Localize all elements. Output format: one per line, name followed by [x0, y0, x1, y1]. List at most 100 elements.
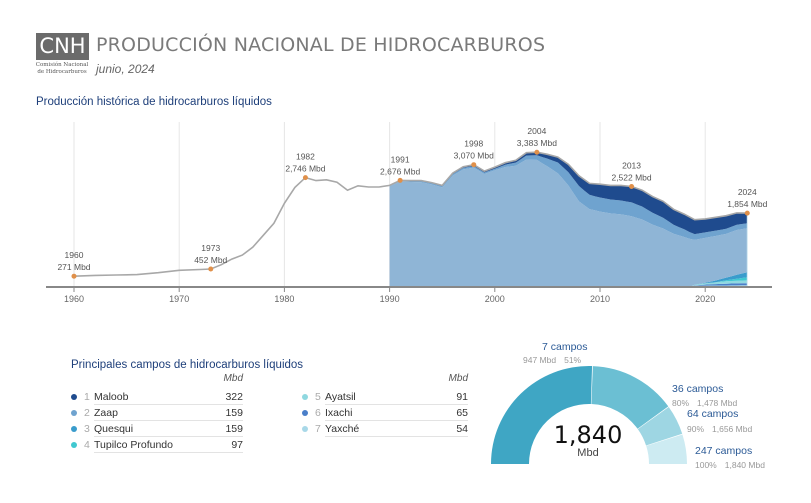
x-tick-label: 1970 — [169, 294, 189, 304]
gauge-mbd: 1,840 Mbd — [724, 460, 765, 470]
annotation-year: 2024 — [738, 187, 757, 197]
x-tick-label: 1990 — [380, 294, 400, 304]
annotation-year: 1998 — [464, 139, 483, 149]
table-row: 7 Yaxché 54 — [302, 421, 468, 437]
field-value: 97 — [231, 439, 243, 451]
x-tick-label: 1960 — [64, 294, 84, 304]
legend-dot — [71, 442, 77, 448]
annotation-year: 2004 — [527, 126, 546, 136]
logo-subtitle: Comisión Nacional de Hidrocarburos — [30, 62, 94, 76]
gauge-sub-247: 100% 1,840 Mbd — [695, 460, 773, 470]
field-rank: 4 — [84, 439, 90, 451]
area-maloob — [389, 152, 748, 235]
area-resto-de-campos — [389, 159, 748, 287]
annotation-value: 1,854 Mbd — [727, 199, 767, 209]
annotation-point — [71, 273, 77, 279]
gauge-label-247: 247 campos — [695, 445, 753, 457]
table-row: 6 Ixachi 65 — [302, 405, 468, 421]
field-value: 54 — [456, 423, 468, 435]
gauge-segment — [591, 366, 669, 429]
legend-dot — [71, 410, 77, 416]
table-row: 2 Zaap 159 — [71, 405, 243, 421]
annotation-point — [397, 177, 403, 183]
field-name: Tupilco Profundo — [94, 437, 243, 453]
field-value: 322 — [225, 391, 243, 403]
legend-dot — [302, 426, 308, 432]
field-rank: 7 — [315, 423, 321, 435]
gauge-mbd: 1,656 Mbd — [712, 424, 753, 434]
annotation-year: 2013 — [622, 161, 641, 171]
gauge-segment — [637, 407, 683, 446]
fields-table-right: Mbd 5 Ayatsil 91 6 Ixachi 65 7 Yaxché 54 — [302, 373, 468, 453]
gauge-pct: 100% — [695, 460, 717, 470]
table-row: 4 Tupilco Profundo 97 — [71, 437, 243, 453]
report-date: junio, 2024 — [96, 62, 155, 76]
total-production-line — [73, 151, 748, 277]
logo-subtitle-line2: de Hidrocarburos — [37, 69, 87, 75]
gauge-sub-64: 90% 1,656 Mbd — [687, 424, 760, 434]
annotation-point — [629, 184, 635, 190]
annotation-value: 2,676 Mbd — [380, 166, 420, 176]
unit-header: Mbd — [448, 373, 468, 384]
annotation-year: 1973 — [201, 243, 220, 253]
field-name: Yaxché — [325, 421, 468, 437]
annotation-value: 3,070 Mbd — [454, 151, 494, 161]
production-history-chart: 1960 1970 1980 1990 2000 2010 2020 1960 271 Mbd… — [46, 122, 772, 304]
gauge-pct: 90% — [687, 424, 705, 434]
area-zaap — [389, 155, 748, 240]
annotation-point — [302, 175, 308, 181]
field-rank: 5 — [315, 391, 321, 403]
fields-table-left: Mbd 1 Maloob 322 2 Zaap 159 3 Quesqui 159 4 Tupilc… — [71, 373, 243, 453]
gauge-total: 1,840 — [553, 421, 623, 449]
x-tick-label: 2020 — [695, 294, 715, 304]
field-rank: 6 — [315, 407, 321, 419]
legend-dot — [71, 394, 77, 400]
gauge-label-7: 7 campos — [542, 341, 588, 353]
gauge-pct: 51% — [564, 355, 582, 365]
gauge-mbd: 1,478 Mbd — [697, 398, 738, 408]
field-name: Quesqui — [94, 421, 243, 437]
gauge-segment — [646, 434, 687, 464]
legend-dot — [302, 394, 308, 400]
annotation-point — [208, 266, 214, 272]
gauge-label-64: 64 campos — [687, 408, 739, 420]
annotation-year: 1960 — [65, 250, 84, 260]
annotation-value: 271 Mbd — [57, 262, 90, 272]
table-row: 1 Maloob 322 — [71, 389, 243, 405]
field-value: 65 — [456, 407, 468, 419]
field-name: Ixachi — [325, 405, 468, 421]
annotation-value: 452 Mbd — [194, 255, 227, 265]
annotation-value: 2,522 Mbd — [611, 173, 651, 183]
annotations: 1960 271 Mbd 1973 452 Mbd 1982 2,746 Mbd 1991 2… — [57, 126, 768, 279]
annotation-point — [534, 149, 540, 155]
table-row: 3 Quesqui 159 — [71, 421, 243, 437]
field-value: 159 — [225, 423, 243, 435]
field-rank: 1 — [84, 391, 90, 403]
field-rank: 3 — [84, 423, 90, 435]
x-tick-label: 2000 — [485, 294, 505, 304]
gauge-unit: Mbd — [577, 447, 599, 459]
annotation-year: 1982 — [296, 152, 315, 162]
gauge-label-36: 36 campos — [672, 383, 724, 395]
field-name: Maloob — [94, 389, 243, 405]
x-axis: 1960 1970 1980 1990 2000 2010 2020 — [46, 286, 772, 304]
gauge-pct: 80% — [672, 398, 690, 408]
total-line — [73, 151, 748, 287]
gauge-mbd: 947 Mbd — [523, 355, 557, 365]
chart-title: Producción histórica de hidrocarburos lí… — [36, 96, 272, 108]
gauge-sub-7: 947 Mbd 51% — [523, 355, 589, 365]
field-value: 159 — [225, 407, 243, 419]
annotation-point — [471, 162, 477, 168]
legend-dot — [302, 410, 308, 416]
x-tick-label: 2010 — [590, 294, 610, 304]
cnh-logo: CNH — [36, 33, 89, 60]
logo-subtitle-line1: Comisión Nacional — [35, 62, 89, 68]
field-name: Ayatsil — [325, 389, 468, 405]
fields-title: Principales campos de hidrocarburos líqu… — [71, 359, 304, 371]
x-tick-label: 1980 — [274, 294, 294, 304]
legend-dot — [71, 426, 77, 432]
annotation-point — [744, 210, 750, 216]
field-rank: 2 — [84, 407, 90, 419]
field-name: Zaap — [94, 405, 243, 421]
field-value: 91 — [456, 391, 468, 403]
